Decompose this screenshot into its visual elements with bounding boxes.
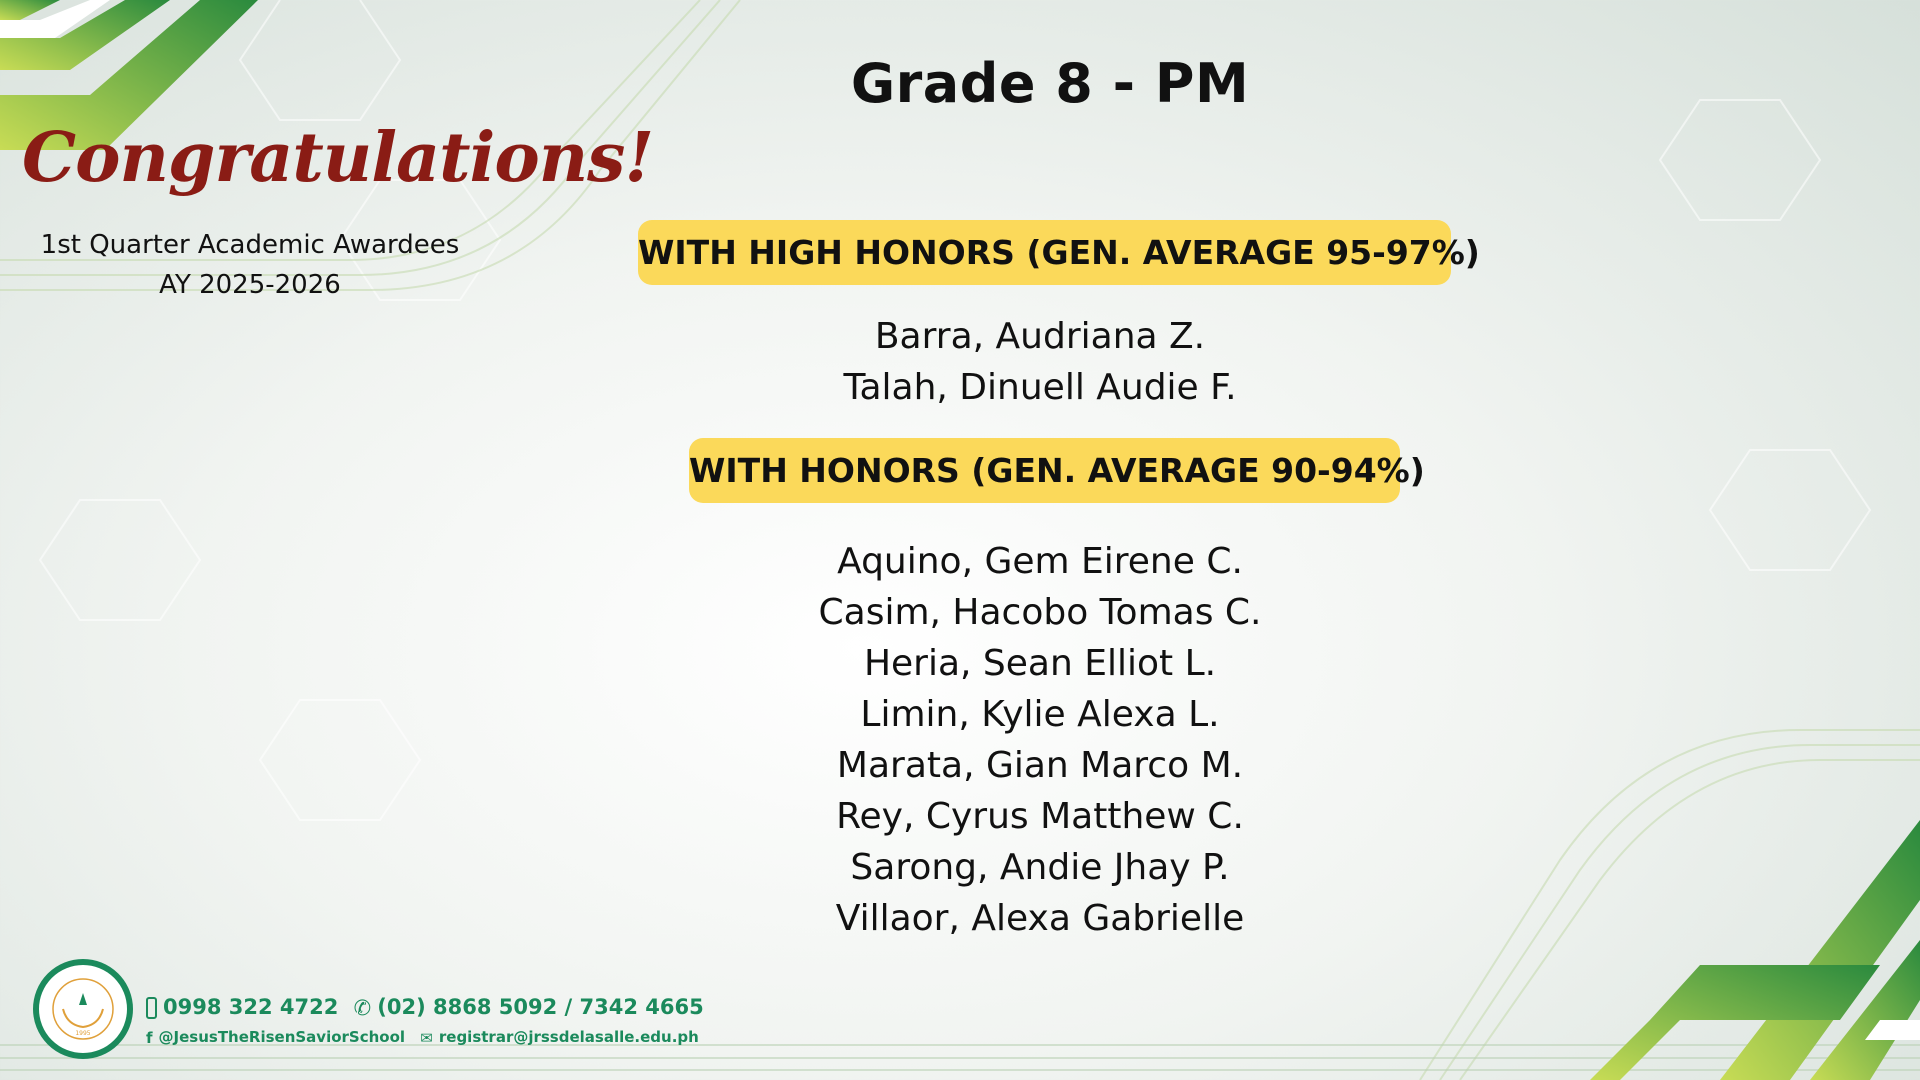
- facebook-icon: f: [146, 1028, 153, 1047]
- list-item: Casim, Hacobo Tomas C.: [818, 592, 1262, 633]
- high-honors-badge: WITH HIGH HONORS (GEN. AVERAGE 95-97%): [638, 220, 1480, 285]
- school-logo: 1995: [33, 959, 133, 1059]
- academic-year: AY 2025-2026: [159, 270, 341, 300]
- list-item: Talah, Dinuell Audie F.: [843, 367, 1237, 408]
- mobile-number: 0998 322 4722: [163, 995, 339, 1019]
- mobile-phone-icon: [146, 997, 157, 1019]
- telephone-icon: ✆: [353, 996, 372, 1020]
- high-honors-list: Barra, Audriana Z. Talah, Dinuell Audie …: [640, 311, 1440, 413]
- congratulations-heading: Congratulations!: [22, 118, 654, 198]
- list-item: Rey, Cyrus Matthew C.: [836, 796, 1244, 837]
- email-icon: ✉: [420, 1028, 433, 1047]
- list-item: Barra, Audriana Z.: [874, 316, 1206, 357]
- contact-online: f @JesusTheRisenSaviorSchool ✉ registrar@j…: [146, 1028, 699, 1047]
- list-item: Villaor, Alexa Gabrielle: [835, 898, 1245, 939]
- facebook-handle[interactable]: @JesusTheRisenSaviorSchool: [158, 1028, 406, 1046]
- list-item: Limin, Kylie Alexa L.: [860, 694, 1220, 735]
- honors-badge: WITH HONORS (GEN. AVERAGE 90-94%): [689, 438, 1425, 503]
- list-item: Aquino, Gem Eirene C.: [837, 541, 1243, 582]
- logo-year: 1995: [75, 1030, 90, 1037]
- email-address[interactable]: registrar@jrssdelasalle.edu.ph: [438, 1028, 699, 1046]
- list-item: Heria, Sean Elliot L.: [863, 643, 1217, 684]
- subtitle: 1st Quarter Academic Awardees: [40, 230, 460, 260]
- page-title: Grade 8 - PM: [850, 52, 1250, 115]
- list-item: Marata, Gian Marco M.: [836, 745, 1244, 786]
- honors-list: Aquino, Gem Eirene C. Casim, Hacobo Toma…: [640, 536, 1440, 944]
- list-item: Sarong, Andie Jhay P.: [850, 847, 1230, 888]
- landline-number: (02) 8868 5092 / 7342 4665: [377, 995, 704, 1019]
- contact-phones: 0998 322 4722 ✆ (02) 8868 5092 / 7342 466…: [146, 995, 704, 1020]
